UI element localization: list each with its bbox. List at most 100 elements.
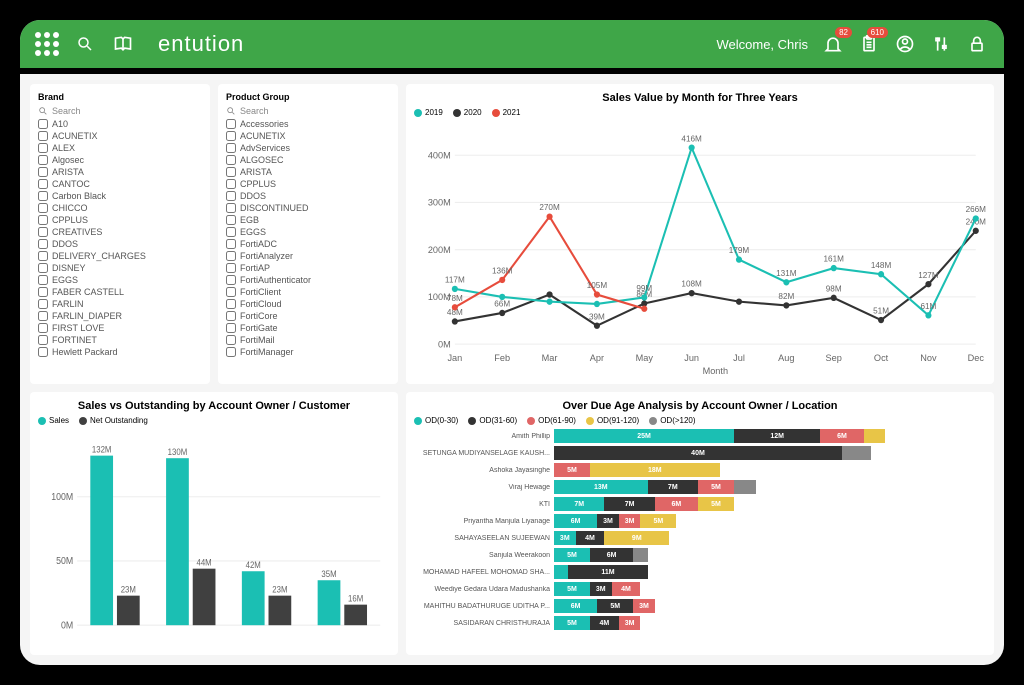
filter-item[interactable]: CHICCO: [38, 202, 202, 214]
filter-item[interactable]: A10: [38, 118, 202, 130]
lock-icon[interactable]: [966, 33, 988, 55]
filter-item[interactable]: ACUNETIX: [38, 130, 202, 142]
filter-checkbox[interactable]: [226, 251, 236, 261]
filter-checkbox[interactable]: [38, 311, 48, 321]
filter-item[interactable]: CANTOC: [38, 178, 202, 190]
filter-item[interactable]: FortiADC: [226, 238, 390, 250]
filter-item[interactable]: FortiAuthenticator: [226, 274, 390, 286]
filter-checkbox[interactable]: [226, 275, 236, 285]
user-icon[interactable]: [894, 33, 916, 55]
filter-checkbox[interactable]: [226, 203, 236, 213]
apps-grid-icon[interactable]: [36, 33, 58, 55]
filter-item[interactable]: ACUNETIX: [226, 130, 390, 142]
filter-item[interactable]: ARISTA: [226, 166, 390, 178]
filter-checkbox[interactable]: [226, 263, 236, 273]
filter-checkbox[interactable]: [226, 239, 236, 249]
filter-checkbox[interactable]: [226, 311, 236, 321]
filter-item[interactable]: Algosec: [38, 154, 202, 166]
filter-checkbox[interactable]: [226, 227, 236, 237]
filter-item[interactable]: CPPLUS: [38, 214, 202, 226]
svg-text:0M: 0M: [61, 620, 73, 631]
filter-item[interactable]: FortiCore: [226, 310, 390, 322]
filter-item[interactable]: FortiAnalyzer: [226, 250, 390, 262]
filter-item[interactable]: Accessories: [226, 118, 390, 130]
filter-checkbox[interactable]: [226, 119, 236, 129]
filter-item[interactable]: Hewlett Packard: [38, 346, 202, 358]
filter-item[interactable]: DDOS: [38, 238, 202, 250]
filter-checkbox[interactable]: [38, 251, 48, 261]
filter-item[interactable]: ALEX: [38, 142, 202, 154]
tools-icon[interactable]: [930, 33, 952, 55]
filter-checkbox[interactable]: [38, 203, 48, 213]
filter-item[interactable]: CPPLUS: [226, 178, 390, 190]
productgroup-search[interactable]: Search: [226, 106, 390, 116]
filter-checkbox[interactable]: [226, 287, 236, 297]
filter-checkbox[interactable]: [38, 191, 48, 201]
filter-checkbox[interactable]: [38, 143, 48, 153]
overdue-row-bars: 6M5M3M: [554, 599, 986, 613]
filter-checkbox[interactable]: [226, 347, 236, 357]
filter-item[interactable]: DDOS: [226, 190, 390, 202]
filter-checkbox[interactable]: [226, 155, 236, 165]
filter-checkbox[interactable]: [38, 263, 48, 273]
filter-item[interactable]: CREATIVES: [38, 226, 202, 238]
filter-item[interactable]: DELIVERY_CHARGES: [38, 250, 202, 262]
filter-item[interactable]: FARLIN: [38, 298, 202, 310]
search-icon[interactable]: [74, 33, 96, 55]
filter-item[interactable]: Carbon Black: [38, 190, 202, 202]
filter-checkbox[interactable]: [226, 299, 236, 309]
overdue-row-bars: 5M6M: [554, 548, 986, 562]
filter-checkbox[interactable]: [226, 143, 236, 153]
filter-item[interactable]: FIRST LOVE: [38, 322, 202, 334]
overdue-chart-legend: OD(0-30)OD(31-60)OD(61-90)OD(91-120)OD(>…: [414, 416, 986, 425]
filter-checkbox[interactable]: [38, 287, 48, 297]
filter-checkbox[interactable]: [38, 323, 48, 333]
filter-item[interactable]: FortiCloud: [226, 298, 390, 310]
filter-checkbox[interactable]: [38, 179, 48, 189]
filter-checkbox[interactable]: [38, 215, 48, 225]
bell-icon[interactable]: 82: [822, 33, 844, 55]
filter-item[interactable]: FORTINET: [38, 334, 202, 346]
filter-item[interactable]: FortiAP: [226, 262, 390, 274]
svg-text:117M: 117M: [445, 274, 465, 284]
filter-item[interactable]: FortiClient: [226, 286, 390, 298]
filter-item[interactable]: EGGS: [38, 274, 202, 286]
filter-checkbox[interactable]: [226, 215, 236, 225]
filter-checkbox[interactable]: [38, 119, 48, 129]
filter-checkbox[interactable]: [38, 167, 48, 177]
filter-item[interactable]: FARLIN_DIAPER: [38, 310, 202, 322]
bar-chart-legend: SalesNet Outstanding: [38, 416, 390, 425]
book-icon[interactable]: [112, 33, 134, 55]
filter-checkbox[interactable]: [38, 227, 48, 237]
filter-checkbox[interactable]: [226, 191, 236, 201]
overdue-segment: [864, 429, 886, 443]
filter-item[interactable]: ALGOSEC: [226, 154, 390, 166]
overdue-segment: 5M: [554, 463, 590, 477]
filter-item[interactable]: FortiGate: [226, 322, 390, 334]
filter-checkbox[interactable]: [38, 299, 48, 309]
filter-item[interactable]: DISCONTINUED: [226, 202, 390, 214]
filter-checkbox[interactable]: [38, 155, 48, 165]
filter-item[interactable]: FortiMail: [226, 334, 390, 346]
brand-search[interactable]: Search: [38, 106, 202, 116]
filter-checkbox[interactable]: [38, 239, 48, 249]
filter-item[interactable]: AdvServices: [226, 142, 390, 154]
overdue-row: Ashoka Jayasinghe5M18M: [414, 463, 986, 477]
filter-item[interactable]: ARISTA: [38, 166, 202, 178]
filter-item[interactable]: EGB: [226, 214, 390, 226]
filter-checkbox[interactable]: [38, 131, 48, 141]
filter-item[interactable]: EGGS: [226, 226, 390, 238]
svg-text:132M: 132M: [92, 445, 112, 454]
filter-item[interactable]: FortiManager: [226, 346, 390, 358]
filter-item[interactable]: FABER CASTELL: [38, 286, 202, 298]
filter-checkbox[interactable]: [226, 179, 236, 189]
filter-checkbox[interactable]: [38, 335, 48, 345]
clipboard-icon[interactable]: 610: [858, 33, 880, 55]
filter-checkbox[interactable]: [226, 335, 236, 345]
filter-checkbox[interactable]: [38, 275, 48, 285]
filter-checkbox[interactable]: [226, 167, 236, 177]
filter-checkbox[interactable]: [226, 131, 236, 141]
filter-item[interactable]: DISNEY: [38, 262, 202, 274]
filter-checkbox[interactable]: [226, 323, 236, 333]
filter-checkbox[interactable]: [38, 347, 48, 357]
